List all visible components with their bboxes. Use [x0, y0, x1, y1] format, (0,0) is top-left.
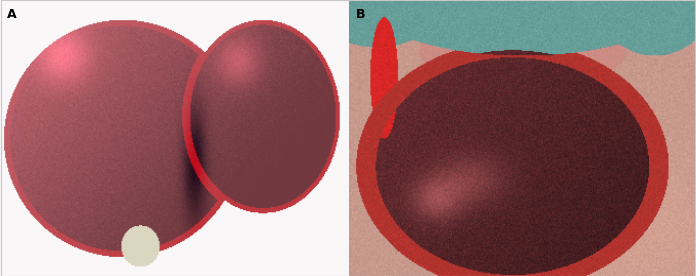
Text: A: A	[7, 8, 17, 21]
Text: B: B	[356, 8, 366, 21]
